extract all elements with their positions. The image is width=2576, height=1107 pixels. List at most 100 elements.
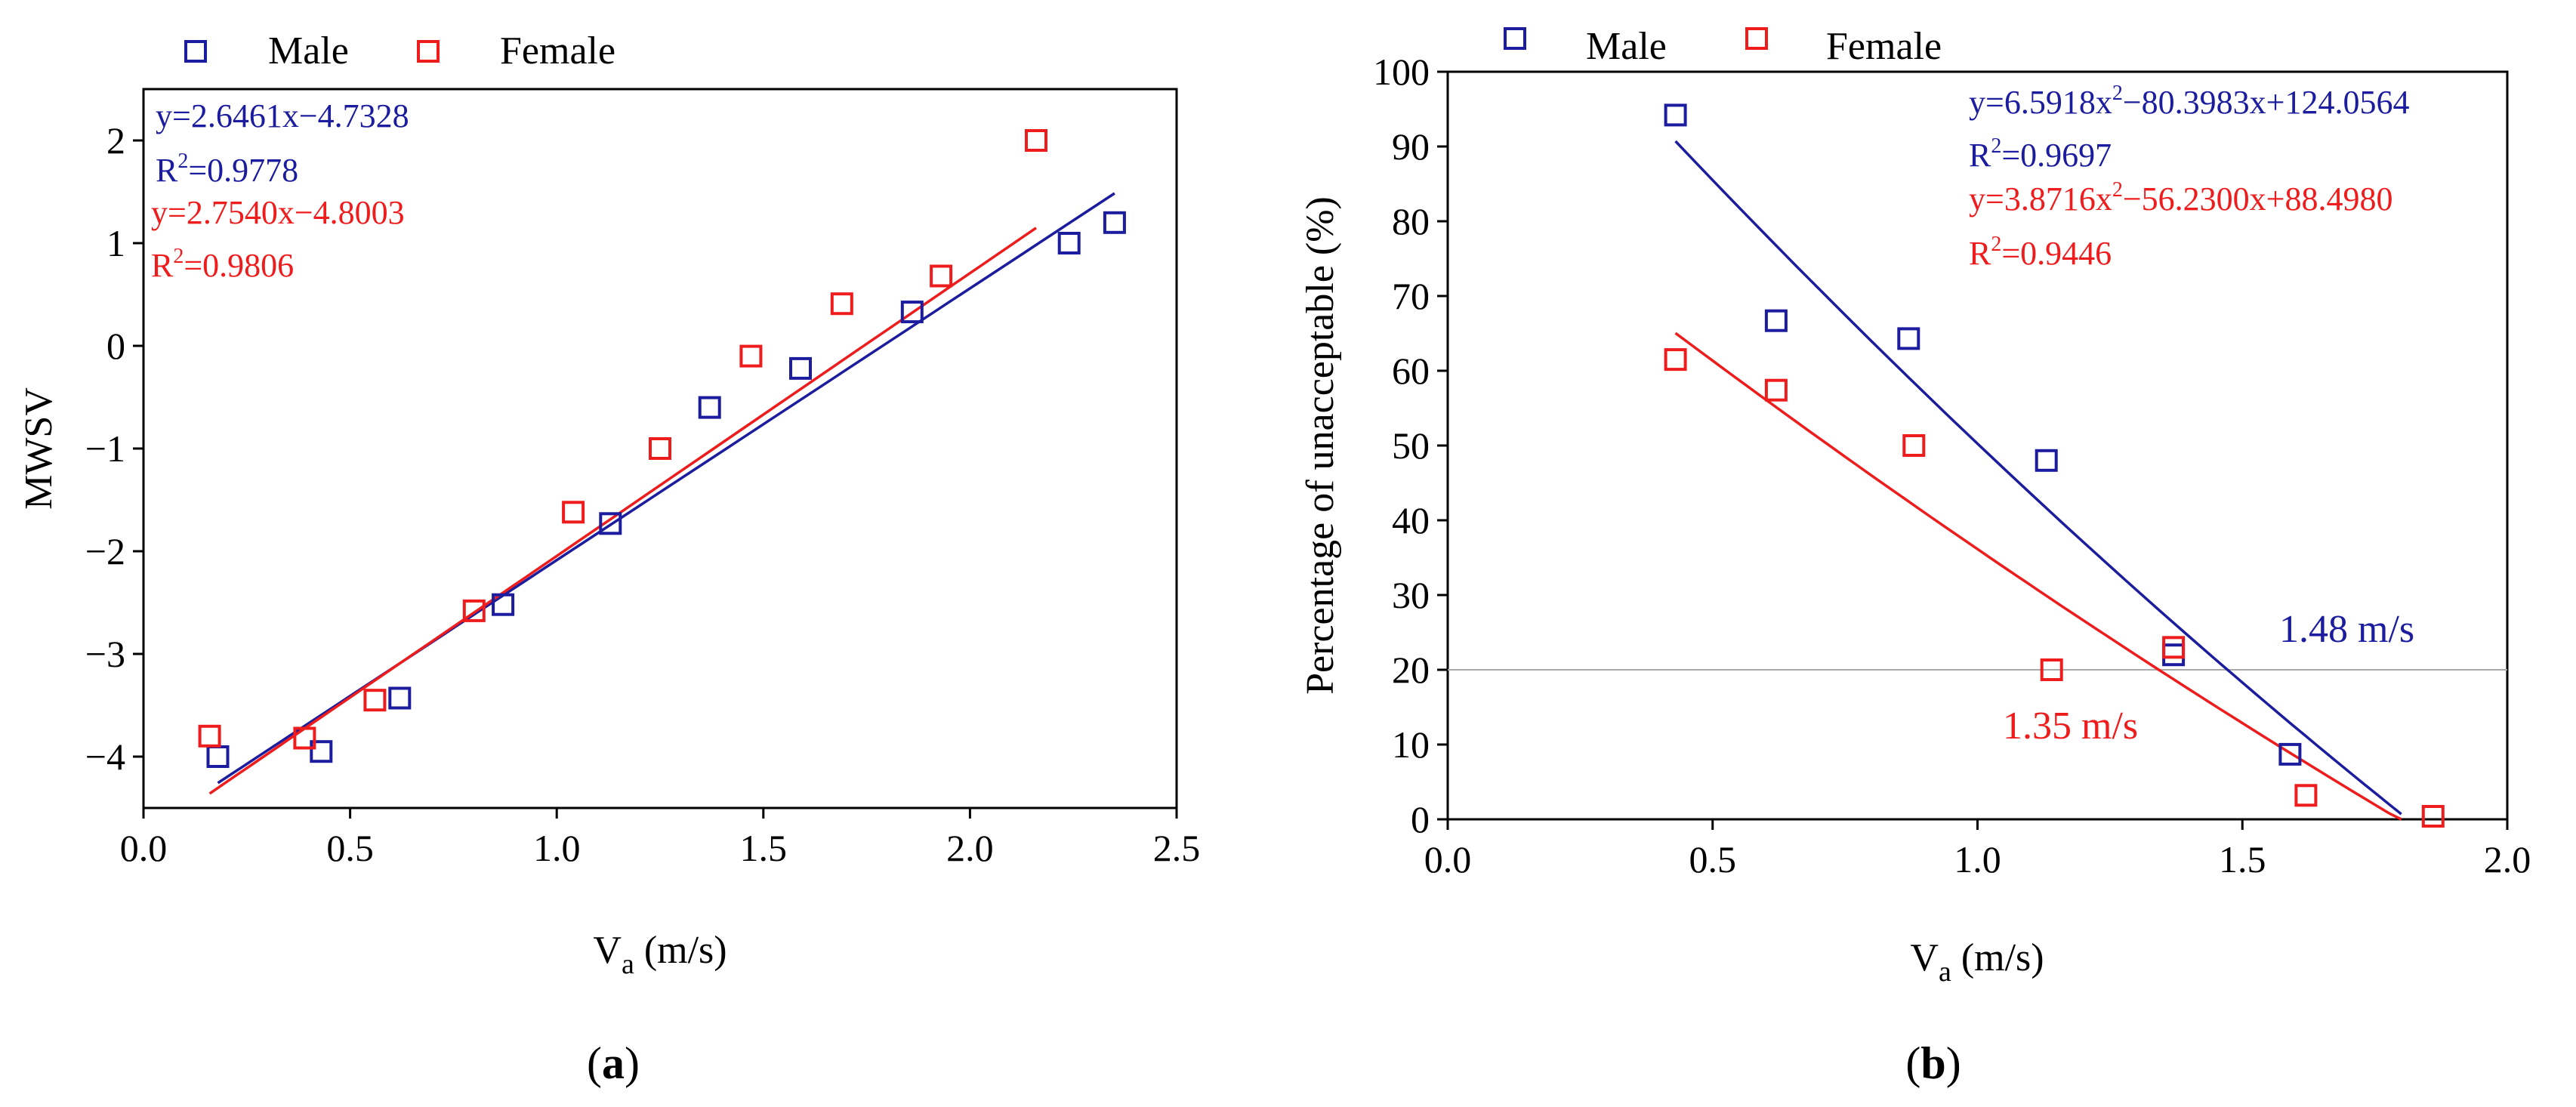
legend-female-label-b: Female (1826, 25, 1942, 68)
panel-label-a: (a) (587, 1038, 640, 1088)
point-female-b-1 (1764, 378, 1788, 402)
x-tick-label-b-2: 1.0 (1954, 838, 2001, 880)
x-axis-label-b-sub: a (1939, 956, 1951, 988)
panel-b-chart: Male Female 0.0 0.5 1.0 1.5 2.0 0 10 20 30 40 50 6… (1299, 25, 2531, 1088)
point-male-a-5 (698, 396, 721, 419)
r2-female-b: R2=0.9446 (1969, 233, 2112, 272)
equation-male-b: y=6.5918x2−80.3983x+124.0564 (1969, 82, 2409, 121)
tick-marks-a (133, 139, 1178, 819)
y-tick-label-b-6: 60 (1392, 350, 1430, 392)
x-tick-label-a-2: 1.0 (533, 827, 581, 869)
x-tick-label-b-1: 0.5 (1689, 838, 1737, 880)
point-female-b-0 (1664, 348, 1687, 372)
x-tick-label-b-4: 2.0 (2484, 838, 2531, 880)
y-axis-label-b: Percentage of unacceptable (%) (1299, 196, 1342, 695)
point-male-a-4 (599, 512, 622, 535)
y-tick-label-b-2: 20 (1392, 649, 1430, 691)
y-tick-label-a-2: −2 (85, 530, 125, 572)
point-female-a-3 (462, 599, 486, 622)
x-tick-label-a-5: 2.5 (1153, 827, 1201, 869)
point-female-b-2 (1902, 434, 1926, 457)
r2-male-a-value: =0.9778 (188, 152, 298, 189)
y-tick-label-a-5: 1 (106, 222, 125, 264)
r2-female-b-value: =0.9446 (2001, 235, 2112, 272)
point-female-a-0 (198, 724, 221, 748)
y-tick-label-a-1: −3 (85, 633, 125, 675)
x-tick-label-a-3: 1.5 (740, 827, 788, 869)
threshold-label-female: 1.35 m/s (2003, 705, 2138, 748)
y-tick-label-a-6: 2 (106, 119, 125, 162)
y-tick-label-b-0: 0 (1411, 798, 1430, 840)
equation-male-a: y=2.6461x−4.7328 (156, 97, 409, 134)
point-male-b-0 (1664, 103, 1687, 127)
point-female-b-6 (2421, 805, 2445, 828)
y-tick-label-a-4: 0 (106, 325, 125, 367)
y-tick-label-b-5: 50 (1392, 424, 1430, 467)
equation-male-b-pre: y=6.5918x (1969, 84, 2112, 121)
point-female-a-1 (293, 726, 316, 750)
point-male-a-0 (206, 745, 230, 768)
panel-label-b-letter: b (1920, 1038, 1945, 1088)
point-male-b-4 (2162, 643, 2186, 667)
x-tick-label-a-4: 2.0 (946, 827, 994, 869)
point-female-a-7 (830, 292, 853, 316)
y-tick-label-a-3: −1 (85, 427, 125, 470)
y-tick-labels-b: 0 10 20 30 40 50 60 70 80 90 100 (1373, 51, 1430, 840)
panel-label-a-letter: a (602, 1038, 625, 1088)
point-female-a-6 (739, 344, 763, 368)
x-axis-label-b-main: V (1910, 936, 1939, 979)
point-female-b-4 (2162, 636, 2186, 659)
y-tick-labels-a: −4 −3 −2 −1 0 1 2 (85, 119, 125, 778)
point-male-a-9 (1103, 211, 1126, 234)
point-male-b-2 (1897, 327, 1920, 350)
equation-male-b-post: −80.3983x+124.0564 (2123, 84, 2410, 121)
tick-marks-b (1437, 70, 2509, 830)
point-male-a-7 (900, 301, 924, 324)
legend-male-marker-b (1504, 27, 1526, 50)
point-male-a-2 (388, 686, 412, 710)
point-male-a-1 (310, 740, 333, 763)
point-female-a-5 (649, 437, 671, 460)
legend-male-label-b: Male (1586, 25, 1667, 68)
y-tick-label-a-0: −4 (85, 735, 125, 778)
panel-label-b: (b) (1905, 1038, 1961, 1088)
threshold-label-male: 1.48 m/s (2279, 608, 2414, 651)
data-points-a (198, 129, 1126, 768)
panel-a-chart: Male Female 0.0 0.5 1.0 1.5 2.0 2.5 −4 −3 −2 −1 0… (17, 29, 1200, 1088)
r2-male-b: R2=0.9697 (1969, 134, 2112, 174)
y-axis-label-a: MWSV (17, 387, 60, 510)
x-tick-labels-a: 0.0 0.5 1.0 1.5 2.0 2.5 (120, 827, 1201, 869)
point-male-a-6 (789, 356, 812, 380)
point-male-b-3 (2035, 449, 2058, 472)
x-tick-label-b-3: 1.5 (2219, 838, 2266, 880)
equation-female-b: y=3.8716x2−56.2300x+88.4980 (1969, 178, 2392, 217)
equation-female-b-post: −56.2300x+88.4980 (2123, 180, 2393, 217)
x-axis-label-a-main: V (593, 929, 622, 972)
legend-female-marker (417, 40, 440, 63)
x-tick-labels-b: 0.0 0.5 1.0 1.5 2.0 (1424, 838, 2531, 880)
x-axis-label-a-unit: (m/s) (634, 929, 727, 972)
y-tick-label-b-3: 30 (1392, 574, 1430, 616)
x-tick-label-a-1: 0.5 (326, 827, 374, 869)
r2-female-a: R2=0.9806 (151, 245, 294, 284)
point-female-b-3 (2040, 658, 2063, 681)
legend-female-marker-b (1745, 27, 1768, 50)
y-tick-label-b-7: 70 (1392, 275, 1430, 317)
point-female-b-5 (2294, 784, 2318, 807)
fit-line-male-b (1674, 140, 2402, 816)
y-tick-label-b-9: 90 (1392, 125, 1430, 168)
fit-lines-a (208, 192, 1115, 795)
point-female-a-4 (562, 501, 585, 524)
legend-male-marker (184, 40, 207, 63)
legend-female-label: Female (500, 29, 615, 72)
r2-female-a-value: =0.9806 (184, 247, 294, 284)
legend-male-label: Male (268, 29, 349, 72)
y-tick-label-b-1: 10 (1392, 723, 1430, 766)
x-tick-label-a-0: 0.0 (120, 827, 168, 869)
x-tick-label-b-0: 0.0 (1424, 838, 1472, 880)
fit-line-female-a (208, 227, 1037, 795)
equation-female-b-pre: y=3.8716x (1969, 180, 2112, 217)
point-female-a-2 (363, 689, 387, 712)
point-female-a-8 (930, 264, 953, 288)
